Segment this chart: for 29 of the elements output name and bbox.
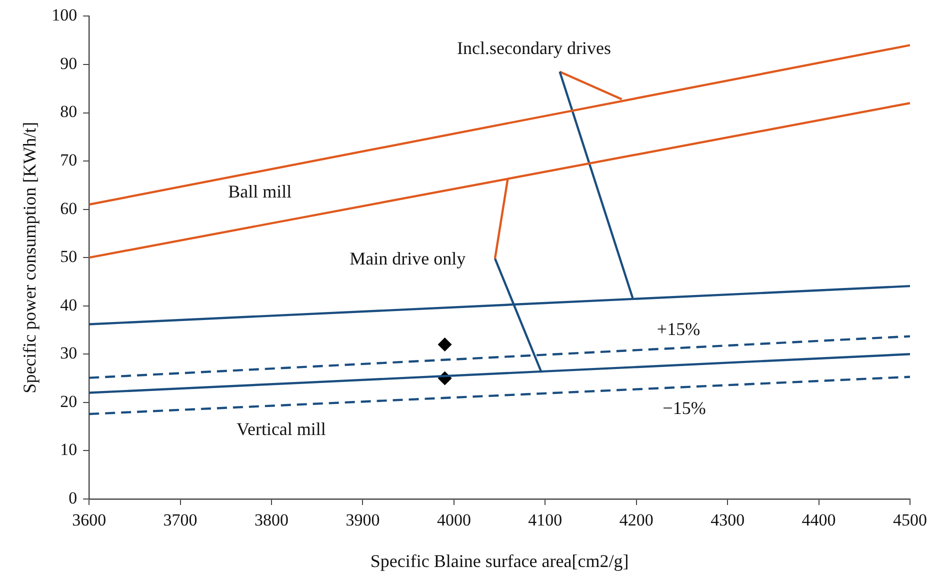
y-tick-label: 40 [60, 295, 78, 314]
y-tick-label: 60 [60, 198, 78, 218]
y-tick-label: 10 [60, 440, 78, 460]
y-tick-label: 20 [60, 392, 78, 411]
x-tick-label: 4200 [619, 510, 654, 530]
annotation: −15% [662, 398, 706, 418]
x-tick-label: 3800 [254, 510, 289, 530]
x-tick-label: 4100 [528, 510, 562, 530]
annotation: +15% [656, 319, 700, 340]
x-tick-label: 3700 [163, 510, 198, 530]
annotation: Incl.secondary drives [457, 38, 612, 58]
y-tick-label: 0 [68, 488, 78, 508]
annotation: Vertical mill [236, 419, 326, 440]
y-tick-label: 100 [52, 6, 78, 25]
y-tick-label: 50 [60, 247, 78, 266]
y-tick-label: 90 [60, 54, 78, 73]
y-tick-label: 30 [60, 344, 78, 363]
x-tick-label: 4000 [436, 510, 471, 530]
y-axis-title: Specific power consumption [KWh/t] [20, 122, 40, 394]
x-tick-label: 4400 [802, 510, 836, 530]
annotation: Main drive only [350, 248, 466, 268]
x-tick-label: 4300 [710, 510, 745, 530]
y-tick-label: 80 [60, 102, 78, 122]
x-tick-label: 4500 [893, 510, 927, 530]
x-tick-label: 3600 [72, 510, 106, 530]
x-axis-title: Specific Blaine surface area[cm2/g] [370, 550, 629, 571]
x-tick-label: 3900 [346, 510, 380, 530]
y-tick-label: 70 [60, 150, 78, 170]
annotation: Ball mill [228, 182, 292, 202]
